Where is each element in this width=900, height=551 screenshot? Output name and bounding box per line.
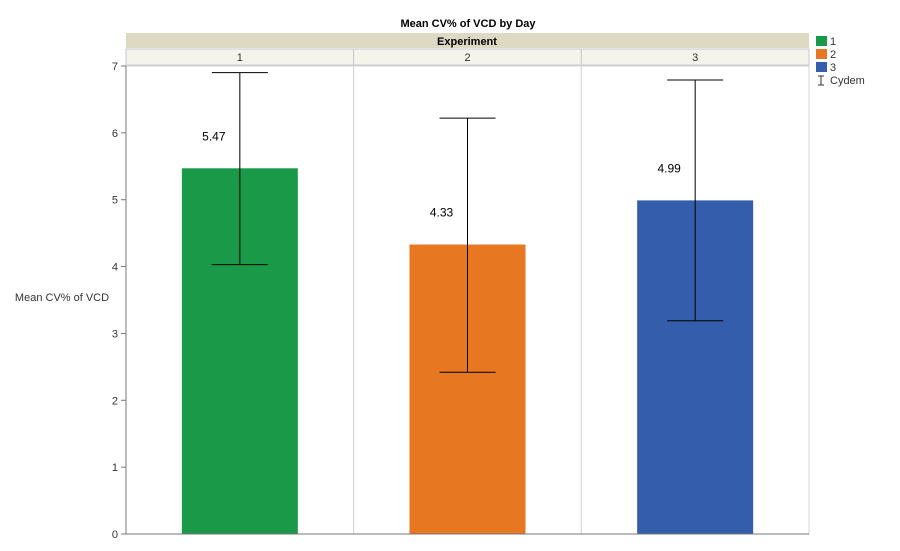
y-axis-label: Mean CV% of VCD — [15, 292, 109, 304]
y-tick-label-4: 4 — [112, 262, 118, 274]
category-label-2: 2 — [464, 52, 470, 64]
category-strip-3 — [580, 48, 810, 66]
panel-header-band — [126, 33, 809, 48]
legend-swatch-3 — [816, 62, 827, 72]
y-tick-label-0: 0 — [112, 529, 118, 541]
y-tick-label-3: 3 — [112, 328, 118, 340]
value-label-3: 4.99 — [657, 161, 681, 175]
legend-label-3: 3 — [830, 62, 836, 74]
value-label-2: 4.33 — [430, 206, 454, 220]
legend-error-icon — [818, 75, 824, 86]
y-axis: 0 1 2 3 4 5 6 7 — [112, 61, 809, 541]
chart-title: Mean CV% of VCD by Day — [400, 18, 536, 30]
error-bar-1 — [211, 72, 268, 266]
error-bar-3 — [667, 79, 724, 322]
y-tick-label-7: 7 — [112, 61, 118, 73]
value-labels: 5.47 4.33 4.99 — [202, 129, 681, 219]
error-bar-2 — [439, 117, 496, 373]
category-label-3: 3 — [692, 52, 698, 64]
legend-swatch-1 — [816, 36, 827, 46]
y-tick-label-1: 1 — [112, 462, 118, 474]
category-strips: 1 2 3 — [125, 48, 810, 66]
y-tick-label-2: 2 — [112, 395, 118, 407]
legend-swatch-2 — [816, 49, 827, 59]
value-label-1: 5.47 — [202, 129, 226, 143]
bars — [181, 168, 754, 534]
error-bars — [211, 72, 724, 373]
y-tick-label-5: 5 — [112, 195, 118, 207]
legend-label-1: 1 — [830, 36, 836, 48]
legend-error-label: Cydem — [830, 75, 865, 87]
category-label-1: 1 — [237, 52, 243, 64]
y-tick-label-6: 6 — [112, 128, 118, 140]
legend-label-2: 2 — [830, 49, 836, 61]
panel-header-label: Experiment — [437, 36, 497, 48]
